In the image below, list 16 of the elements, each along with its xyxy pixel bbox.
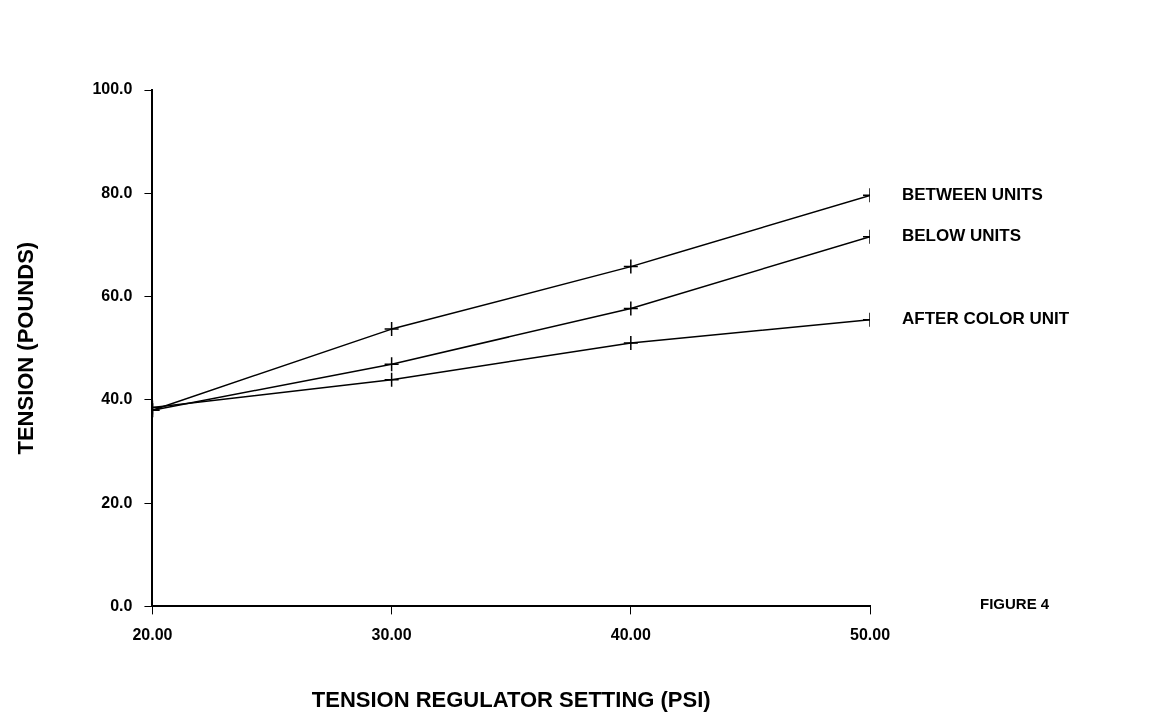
y-tick-label: 80.0 bbox=[101, 183, 133, 201]
x-axis-title: TENSION REGULATOR SETTING (PSI) bbox=[311, 686, 711, 712]
x-tick-label: 50.00 bbox=[849, 626, 891, 644]
series-label: BETWEEN UNITS bbox=[902, 185, 1043, 205]
y-tick-label: 0.0 bbox=[110, 596, 133, 614]
y-tick-label: 60.0 bbox=[101, 286, 133, 304]
x-tick-label: 30.00 bbox=[371, 626, 412, 644]
series-label: BELOW UNITS bbox=[902, 226, 1021, 246]
caption: FIGURE 4 bbox=[980, 594, 1050, 612]
y-axis-title: TENSION (POUNDS) bbox=[13, 241, 39, 455]
x-tick-label: 20.00 bbox=[132, 626, 173, 644]
y-tick-label: 100.0 bbox=[92, 80, 133, 98]
x-tick-label: 40.00 bbox=[610, 626, 651, 644]
y-tick-label: 40.0 bbox=[101, 390, 133, 408]
series-label: AFTER COLOR UNIT bbox=[902, 309, 1070, 329]
y-tick-label: 20.0 bbox=[101, 493, 133, 511]
